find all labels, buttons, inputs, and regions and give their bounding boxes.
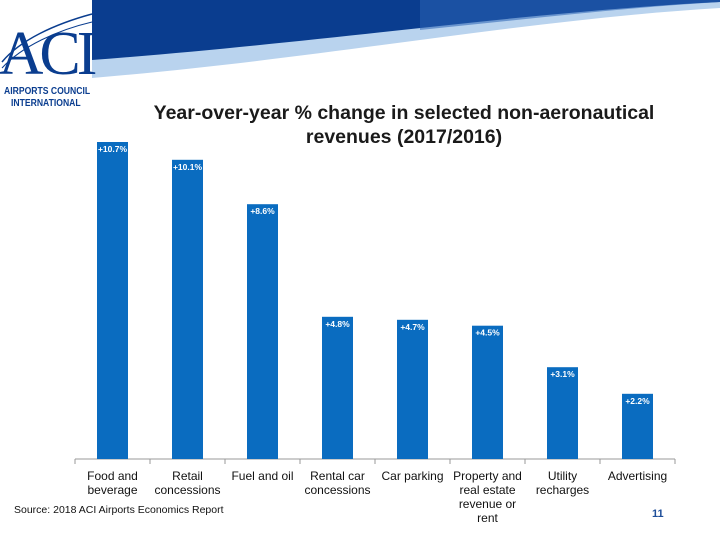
category-label: Property and real estate revenue or rent xyxy=(450,469,526,525)
category-label-line: beverage xyxy=(87,483,138,497)
category-label: Car parking xyxy=(375,469,451,483)
aci-logo: ACI AIRPORTS COUNCIL INTERNATIONAL xyxy=(0,0,100,116)
bar xyxy=(322,316,353,459)
logo-line-2: INTERNATIONAL xyxy=(10,97,81,109)
bar-data-label: +4.7% xyxy=(400,322,425,332)
page-number: 11 xyxy=(652,508,664,520)
category-label-line: Fuel and oil xyxy=(231,469,294,483)
bar-data-label: +10.7% xyxy=(98,144,128,154)
category-label-line: Utility xyxy=(547,469,578,483)
category-label-line: concessions xyxy=(154,483,221,497)
bar xyxy=(97,142,128,459)
banner-swoosh-dark xyxy=(92,0,720,60)
bar xyxy=(472,325,503,459)
category-label-line: rent xyxy=(477,511,498,525)
bar-data-label: +8.6% xyxy=(250,206,275,216)
logo-line-1: AIRPORTS COUNCIL xyxy=(4,85,91,97)
bar xyxy=(397,319,428,459)
logo-mark-text: ACI xyxy=(0,20,96,86)
category-label: Retail concessions xyxy=(150,469,226,497)
category-label-line: Retail xyxy=(172,469,203,483)
source-note: Source: 2018 ACI Airports Economics Repo… xyxy=(14,504,224,516)
bar xyxy=(547,367,578,459)
bar-data-label: +10.1% xyxy=(173,162,203,172)
category-label: Advertising xyxy=(600,469,676,483)
category-label: Fuel and oil xyxy=(225,469,301,483)
category-label-line: recharges xyxy=(535,483,590,497)
category-label-line: Car parking xyxy=(381,469,444,483)
category-label-line: Advertising xyxy=(607,469,668,483)
category-label: Utility recharges xyxy=(525,469,601,497)
bar-data-label: +4.5% xyxy=(475,328,500,338)
header-banner xyxy=(92,0,720,78)
category-label: Rental car concessions xyxy=(300,469,376,497)
category-label-line: concessions xyxy=(304,483,371,497)
banner-swoosh-mid xyxy=(420,0,720,30)
bar-data-label: +3.1% xyxy=(550,369,575,379)
category-label-line: Food and xyxy=(87,469,138,483)
category-label: Food and beverage xyxy=(75,469,151,497)
category-label-line: Property and xyxy=(453,469,522,483)
bar-data-label: +2.2% xyxy=(625,396,650,406)
category-label-line: Rental car xyxy=(310,469,365,483)
category-label-line: revenue or xyxy=(458,497,517,511)
bar-data-label: +4.8% xyxy=(325,319,350,329)
category-label-line: real estate xyxy=(459,483,516,497)
chart-title: Year-over-year % change in selected non-… xyxy=(153,102,655,148)
aci-logo-mark: ACI xyxy=(0,0,100,86)
bar xyxy=(172,159,203,460)
bar xyxy=(622,393,653,459)
bar xyxy=(247,204,278,459)
